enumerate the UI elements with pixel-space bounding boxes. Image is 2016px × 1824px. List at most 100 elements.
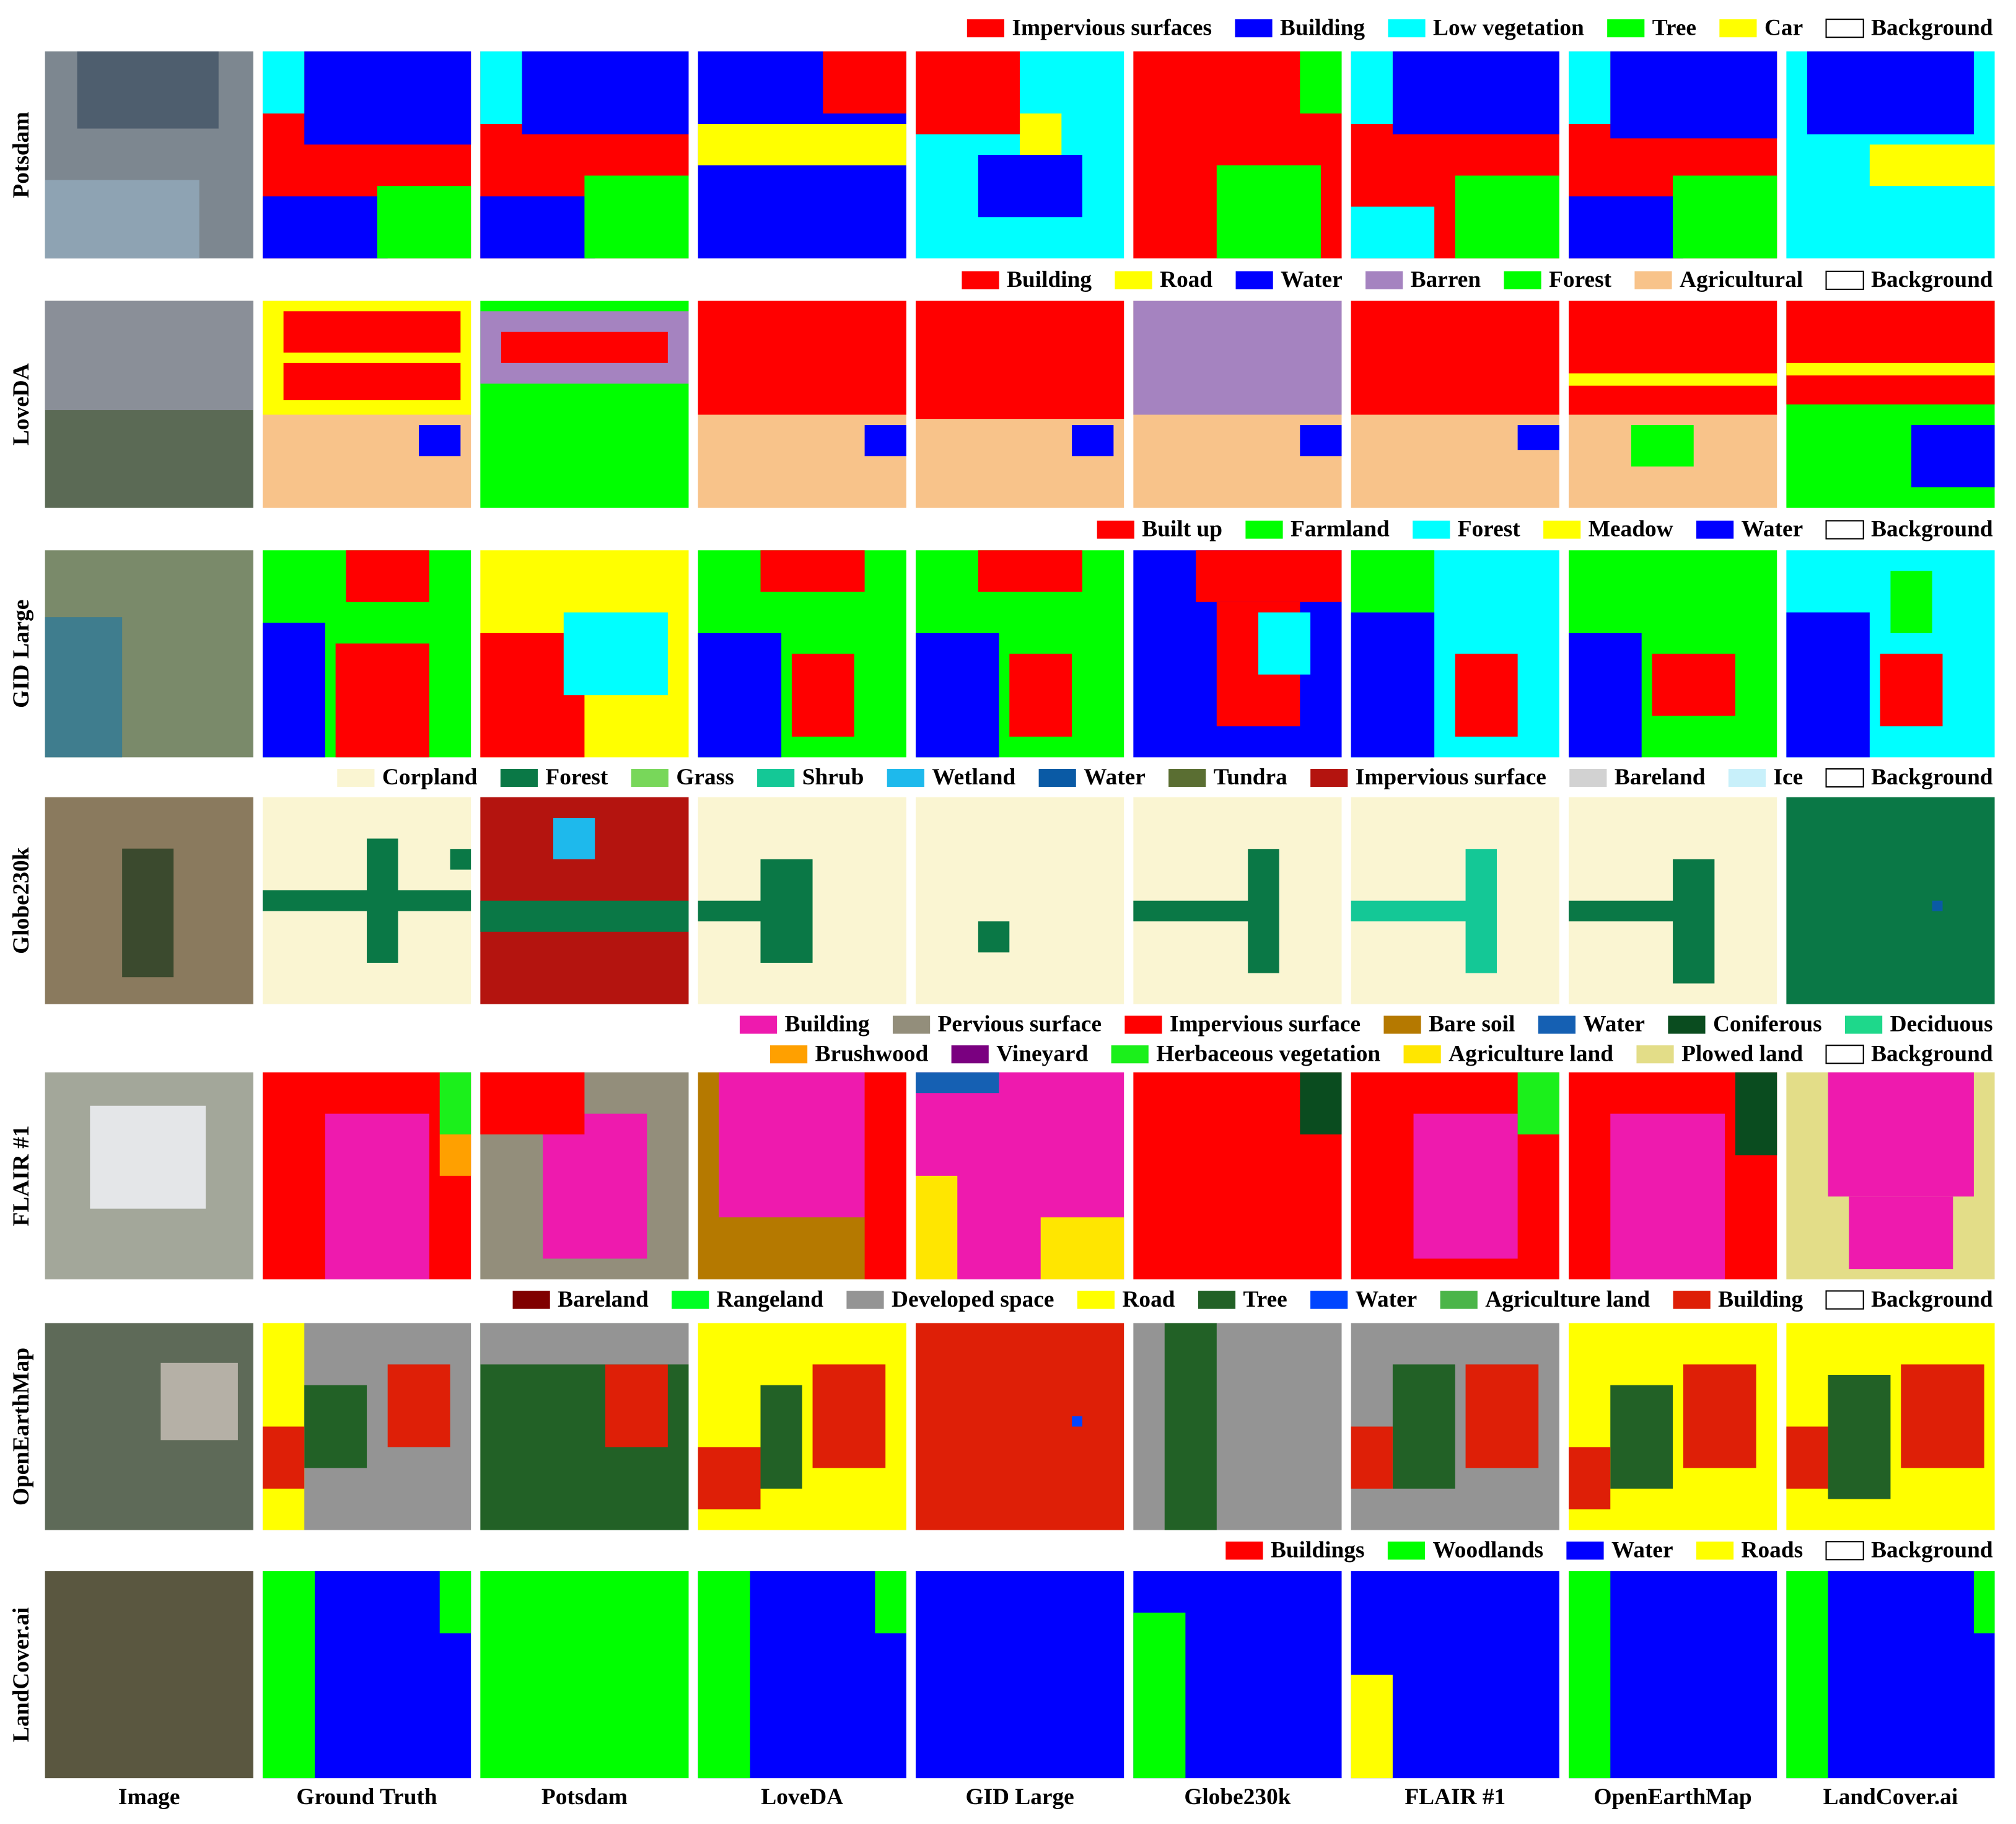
image-tile [45, 617, 123, 758]
legend-swatch [337, 769, 375, 787]
map-region [262, 51, 305, 114]
legend-label: Impervious surface [1170, 1012, 1361, 1037]
prediction-map [262, 51, 471, 259]
legend-swatch [1668, 1015, 1706, 1034]
map-region [698, 1571, 750, 1779]
legend-swatch [1825, 1541, 1864, 1561]
map-region [864, 1072, 906, 1279]
legend-label: Plowed land [1681, 1041, 1803, 1066]
legend-swatch [1569, 769, 1607, 787]
legend-label: Water [1742, 517, 1803, 542]
legend-swatch [1038, 769, 1076, 787]
map-region [1786, 362, 1995, 375]
legend-swatch [962, 271, 999, 289]
image-tile [122, 848, 174, 978]
legend-label: Agriculture land [1485, 1287, 1650, 1312]
map-region [1300, 1072, 1342, 1135]
map-region [1020, 113, 1062, 156]
prediction-map [1786, 51, 1995, 259]
map-region [1351, 51, 1393, 124]
column-label: LoveDA [761, 1784, 843, 1810]
map-region [1631, 425, 1694, 467]
map-region [812, 1364, 886, 1468]
legend-label: Roads [1742, 1537, 1803, 1563]
map-region [875, 1571, 906, 1634]
map-region [1569, 51, 1611, 124]
prediction-map [1786, 1323, 1995, 1530]
map-region [864, 425, 906, 457]
legend-label: Car [1764, 15, 1803, 40]
map-region [387, 1364, 450, 1447]
map-region [1828, 1374, 1891, 1499]
legend-swatch [1124, 1015, 1162, 1034]
prediction-map [1569, 300, 1777, 508]
row-label: Globe230k [9, 847, 34, 954]
legend-label: Shrub [802, 765, 864, 790]
map-region [262, 1571, 315, 1779]
map-region [584, 175, 689, 259]
prediction-map [1351, 51, 1559, 259]
map-region [915, 1571, 1124, 1779]
map-region [915, 51, 1020, 134]
legend-swatch [1825, 768, 1864, 788]
legend: Building Road Water Barren Forest Agricultura… [962, 267, 1993, 292]
legend-label: Forest [1549, 267, 1611, 292]
map-region [1569, 1571, 1611, 1779]
prediction-map [698, 797, 906, 1004]
prediction-map [480, 1323, 689, 1530]
legend-swatch [1198, 1291, 1236, 1309]
prediction-map [698, 1323, 906, 1530]
map-region [1673, 859, 1715, 984]
legend-swatch [1825, 19, 1864, 38]
legend-label: Impervious surface [1356, 765, 1546, 790]
legend-label: Deciduous [1890, 1012, 1993, 1037]
map-region [1869, 144, 1995, 186]
legend: Buildings Woodlands Water Roads Background [1225, 1537, 1993, 1563]
legend-label: Background [1871, 1537, 1993, 1563]
legend-label: Ice [1773, 765, 1803, 790]
legend-label: Building [1718, 1287, 1803, 1312]
legend-label: Agricultural [1680, 267, 1803, 292]
legend-swatch [892, 1015, 931, 1034]
legend-label: Impervious surfaces [1012, 15, 1212, 40]
map-region [419, 425, 461, 457]
prediction-map [1569, 1571, 1777, 1779]
column-label: Potsdam [541, 1784, 628, 1810]
legend-swatch [887, 769, 924, 787]
map-region [1133, 300, 1342, 415]
legend-label: Bareland [558, 1287, 649, 1312]
column-label: GID Large [965, 1784, 1074, 1810]
legend-swatch [1115, 271, 1152, 289]
legend-label: Grass [676, 765, 734, 790]
map-region [719, 1072, 865, 1217]
legend-label: Woodlands [1433, 1537, 1544, 1563]
legend-label: Tree [1652, 15, 1696, 40]
legend-label: Vineyard [996, 1041, 1088, 1066]
legend: Brushwood Vineyard Herbaceous vegetation Ag… [769, 1041, 1993, 1066]
prediction-map [1351, 300, 1559, 508]
prediction-map [480, 1571, 689, 1779]
map-region [563, 612, 668, 696]
row-label: Potsdam [9, 112, 34, 198]
legend-label: Background [1871, 267, 1993, 292]
map-region [262, 1426, 305, 1489]
map-region [698, 900, 802, 922]
image-tile [90, 1105, 206, 1209]
legend-swatch [1403, 1045, 1441, 1064]
image-tile [45, 180, 199, 259]
legend-label: Brushwood [815, 1041, 929, 1066]
map-region [480, 900, 689, 932]
map-region [1569, 300, 1777, 415]
legend-swatch [1168, 769, 1206, 787]
prediction-map [480, 51, 689, 259]
legend-label: Forest [545, 765, 608, 790]
prediction-map [480, 550, 689, 758]
map-region [262, 623, 325, 758]
map-region [698, 1447, 761, 1510]
prediction-map [1786, 797, 1995, 1004]
legend: Building Pervious surface Impervious surfa… [739, 1012, 1993, 1037]
column-label: FLAIR #1 [1405, 1784, 1505, 1810]
map-region [1880, 654, 1943, 727]
row-label: LoveDA [9, 363, 34, 445]
